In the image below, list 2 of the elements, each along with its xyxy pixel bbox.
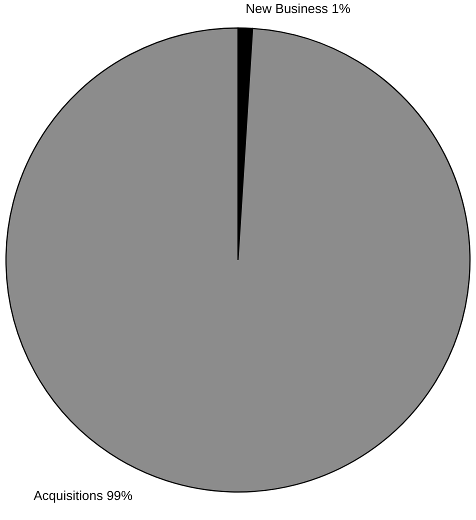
slice-label: Acquisitions 99% (34, 488, 134, 503)
slice-label: New Business 1% (246, 1, 351, 16)
